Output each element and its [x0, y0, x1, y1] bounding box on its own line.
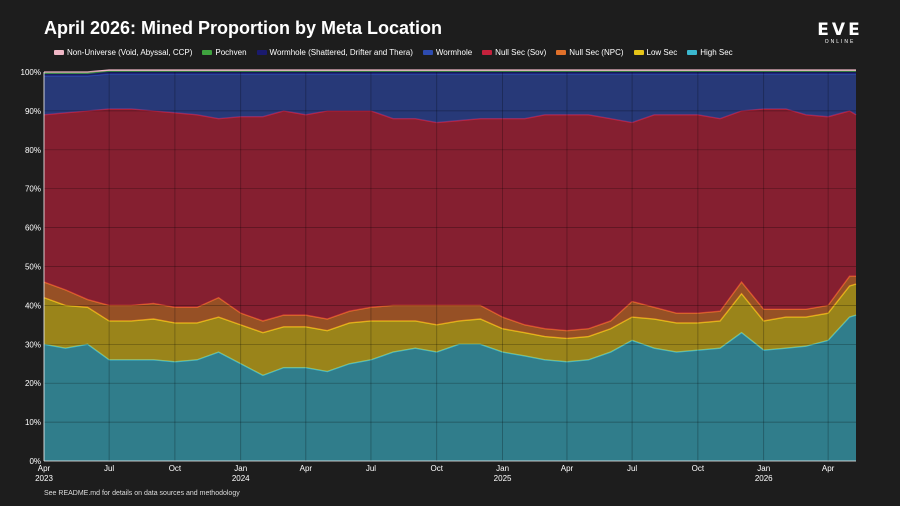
x-tick-label: Apr [300, 464, 313, 473]
logo-sub-text: ONLINE [824, 39, 856, 45]
legend-label: Low Sec [646, 48, 678, 57]
x-tick-label: Apr [561, 464, 574, 473]
y-tick-label: 30% [25, 340, 41, 349]
y-tick-label: 40% [25, 301, 41, 310]
x-tick-year-label: 2025 [494, 474, 512, 483]
area-wormhole-shattered-drifter-and-thera [44, 72, 856, 76]
area-layers [43, 69, 857, 461]
legend-item-null-sec-sov: Null Sec (Sov) [482, 48, 546, 57]
x-tick-year-label: 2026 [755, 474, 773, 483]
footnote: See README.md for details on data source… [44, 490, 240, 497]
y-tick-label: 60% [25, 224, 41, 233]
y-tick-label: 80% [25, 146, 41, 155]
legend-label: High Sec [700, 48, 733, 57]
legend-item-wormhole-shattered-drifter-and-thera: Wormhole (Shattered, Drifter and Thera) [256, 48, 413, 57]
legend-swatch [687, 50, 698, 55]
x-tick-label: Apr [38, 464, 51, 473]
x-tick-label: Oct [692, 464, 705, 473]
y-tick-label: 20% [25, 379, 41, 388]
legend-item-high-sec: High Sec [687, 48, 733, 57]
legend-swatch [633, 50, 644, 55]
area-null-sec-sov [44, 108, 856, 331]
area-null-sec-npc [44, 276, 856, 339]
x-tick-year-label: 2023 [35, 474, 53, 483]
area-wormhole [44, 73, 856, 123]
area-pochven [44, 70, 856, 74]
legend-item-low-sec: Low Sec [633, 48, 678, 57]
legend-swatch [202, 50, 213, 55]
legend-swatch [556, 50, 567, 55]
legend-label: Pochven [215, 48, 247, 57]
logo-main-text: EVE [817, 20, 863, 40]
area-low-sec [44, 284, 856, 376]
legend-label: Null Sec (NPC) [569, 48, 624, 57]
x-tick-label: Jan [496, 464, 509, 473]
legend-swatch [422, 50, 433, 55]
legend-swatch [482, 50, 493, 55]
legend-label: Wormhole (Shattered, Drifter and Thera) [269, 48, 413, 57]
legend-item-pochven: Pochven [202, 48, 247, 57]
legend-item-non-universe-void-abyssal-ccp: Non-Universe (Void, Abyssal, CCP) [54, 48, 192, 57]
x-tick-label: Oct [431, 464, 444, 473]
y-tick-label: 70% [25, 185, 41, 194]
x-tick-label: Jan [757, 464, 770, 473]
x-tick-label: Jul [366, 464, 376, 473]
x-tick-label: Oct [169, 464, 182, 473]
legend-item-null-sec-npc: Null Sec (NPC) [556, 48, 624, 57]
legend-swatch [256, 50, 267, 55]
y-axis: 0% 10% 20% 30% 40% 50% 60% 70% 80% 90% 100% [21, 68, 45, 466]
legend-swatch [54, 50, 64, 55]
eve-online-logo: EVE ONLINE [814, 20, 866, 46]
y-tick-label: 50% [25, 263, 41, 272]
x-tick-label: Jul [104, 464, 114, 473]
y-tick-label: 10% [25, 418, 41, 427]
y-tick-label: 0% [29, 457, 41, 466]
chart-title: April 2026: Mined Proportion by Meta Loc… [44, 18, 443, 38]
legend-item-wormhole: Wormhole [422, 48, 473, 57]
x-tick-year-label: 2024 [232, 474, 250, 483]
x-tick-label: Jan [234, 464, 247, 473]
x-tick-label: Jul [627, 464, 637, 473]
line-non-universe-void-abyssal-ccp [44, 69, 856, 73]
area-high-sec [44, 315, 856, 461]
y-tick-label: 90% [25, 107, 41, 116]
y-tick-label: 100% [21, 68, 41, 77]
legend-label: Wormhole [435, 48, 473, 57]
chart-legend: Non-Universe (Void, Abyssal, CCP) Pochven… [54, 48, 733, 57]
legend-label: Non-Universe (Void, Abyssal, CCP) [67, 48, 193, 57]
x-tick-label: Apr [822, 464, 835, 473]
legend-label: Null Sec (Sov) [495, 48, 547, 57]
